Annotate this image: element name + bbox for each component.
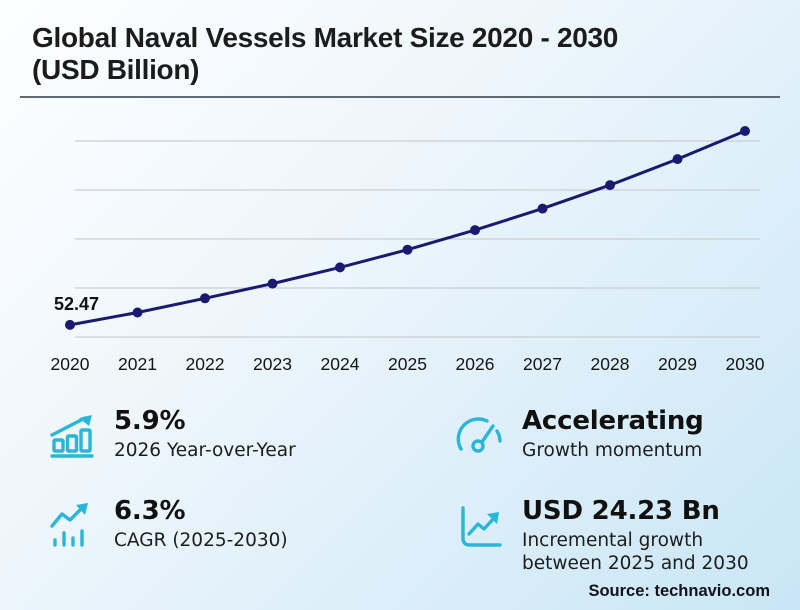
data-point-marker [132,307,143,318]
x-axis: 2020 2021 2022 2023 2024 2025 2026 2027 2028 2029… [20,352,780,380]
data-point-marker [65,319,75,330]
stat-text: 5.9% 2026 Year-over-Year [114,406,296,462]
data-point-marker [537,203,548,214]
page-title-line2: (USD Billion) [32,53,200,85]
stat-yoy: 5.9% 2026 Year-over-Year [48,406,456,462]
x-axis-label: 2024 [320,353,360,374]
speedometer-icon [456,410,504,462]
trend-bars-icon [48,500,96,552]
x-axis-label: 2027 [523,353,562,374]
stats-grid: 5.9% 2026 Year-over-Year Accelerating Gr… [48,406,800,576]
stat-label: Growth momentum [522,440,703,461]
x-axis-label: 2022 [185,353,225,374]
stat-text: Accelerating Growth momentum [522,406,704,462]
page-title-line1: Global Naval Vessels Market Size 2020 - … [32,22,619,53]
stat-incremental: USD 24.23 Bn Incremental growth between … [456,496,800,575]
stat-momentum: Accelerating Growth momentum [456,406,800,462]
header: Global Naval Vessels Market Size 2020 - … [0,0,800,86]
x-axis-label: 2026 [455,353,495,374]
data-point-marker [672,153,683,164]
title-divider [20,95,780,98]
chart-increase-icon [456,500,504,552]
stat-cagr: 6.3% CAGR (2025-2030) [48,496,456,575]
stat-value: 6.3% [114,496,186,527]
data-point-marker [740,125,750,136]
trend-line-svg [65,125,760,338]
stat-label: 2026 Year-over-Year [114,440,296,461]
x-axis-label: 2020 [50,353,90,374]
stat-value: USD 24.23 Bn [522,496,720,527]
source-credit: Source: technavio.com [588,582,770,600]
line-chart: 52.47 [20,102,780,352]
data-point-marker [335,262,345,273]
x-axis-label: 2029 [658,353,697,374]
x-axis-label: 2025 [388,353,427,374]
stat-label: Incremental growth between 2025 and 2030 [522,530,749,575]
bar-chart-growth-icon [48,410,96,462]
trend-line [69,129,746,327]
x-axis-label: 2021 [118,353,157,374]
x-axis-label: 2023 [253,353,292,374]
data-point-marker [402,244,413,255]
stat-value: Accelerating [522,405,704,436]
data-point-marker [200,293,210,304]
x-axis-label: 2030 [725,353,765,374]
data-point-marker [267,278,278,289]
stat-text: USD 24.23 Bn Incremental growth between … [522,496,782,575]
page-title: Global Naval Vessels Market Size 2020 - … [32,22,770,86]
data-point-marker [605,179,615,190]
stat-label: CAGR (2025-2030) [114,530,288,552]
stat-text: 6.3% CAGR (2025-2030) [114,496,288,552]
data-point-label-2020: 52.47 [54,293,100,314]
x-axis-label: 2028 [590,353,630,374]
stat-value: 5.9% [114,405,186,436]
data-point-marker [470,224,480,235]
